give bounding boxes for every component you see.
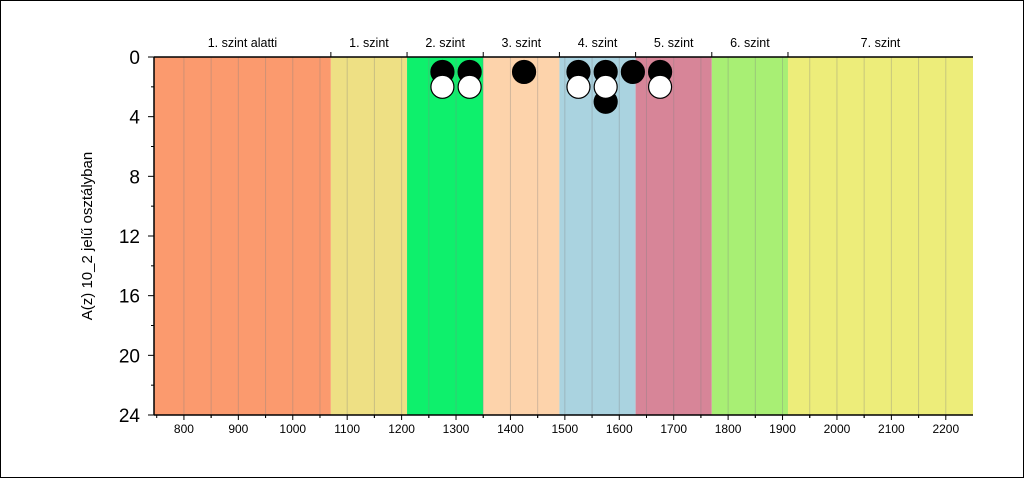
band-label: 6. szint	[730, 36, 770, 50]
x-tick-label: 1800	[715, 422, 742, 436]
hollow-point	[566, 74, 591, 99]
data-points	[430, 59, 673, 114]
x-tick-label: 1000	[279, 422, 306, 436]
y-tick-label: 8	[129, 167, 140, 188]
y-tick-label: 24	[119, 406, 141, 427]
hollow-point	[593, 74, 618, 99]
y-tick-label: 16	[119, 287, 140, 308]
x-tick-label: 1500	[552, 422, 579, 436]
x-tick-label: 1600	[606, 422, 633, 436]
band-label: 3. szint	[502, 36, 542, 50]
x-tick-label: 800	[174, 422, 194, 436]
y-tick-label: 4	[129, 108, 140, 129]
y-tick-label: 0	[129, 48, 140, 69]
x-tick-label: 1200	[388, 422, 415, 436]
filled-point	[511, 59, 537, 85]
band-7	[711, 57, 788, 415]
band-label: 4. szint	[578, 36, 618, 50]
x-tick-labels: 800 900 1000 1100 1200 1300 1400 1500 1600 1700 18…	[174, 422, 960, 436]
band-3	[407, 57, 484, 415]
band-label: 1. szint	[349, 36, 389, 50]
band-5	[559, 57, 636, 415]
hollow-point	[430, 74, 455, 99]
y-tick-label: 20	[119, 346, 140, 367]
x-tick-label: 2200	[932, 422, 959, 436]
level-bands	[154, 57, 973, 415]
band-2	[330, 57, 408, 415]
filled-point	[620, 59, 645, 85]
hollow-point	[457, 74, 482, 99]
band-8	[787, 57, 973, 415]
x-tick-label: 1300	[443, 422, 470, 436]
band-6	[635, 57, 712, 415]
hollow-point	[647, 74, 673, 99]
x-tick-label: 1700	[660, 422, 687, 436]
x-tick-label: 2000	[824, 422, 851, 436]
x-tick-label: 900	[228, 422, 248, 436]
band-label: 5. szint	[654, 36, 694, 50]
x-tick-label: 2100	[878, 422, 905, 436]
band-4	[483, 57, 560, 415]
band-label: 7. szint	[861, 36, 901, 50]
gridlines	[183, 57, 947, 415]
band-labels: 1. szint alatti 1. szint 2. szint 3. szint 4…	[208, 36, 901, 50]
y-tick-labels: 0 4 8 12 16 20 24	[119, 48, 141, 427]
band-label: 2. szint	[425, 36, 465, 50]
band-1	[154, 57, 331, 415]
y-tick-label: 12	[119, 227, 140, 248]
axes	[148, 52, 973, 420]
x-tick-label: 1100	[334, 422, 360, 436]
y-axis-title: A(z) 10_2 jelű osztályban	[79, 152, 96, 320]
x-tick-label: 1400	[497, 422, 524, 436]
band-label: 1. szint alatti	[208, 36, 277, 50]
x-tick-label: 1900	[769, 422, 796, 436]
